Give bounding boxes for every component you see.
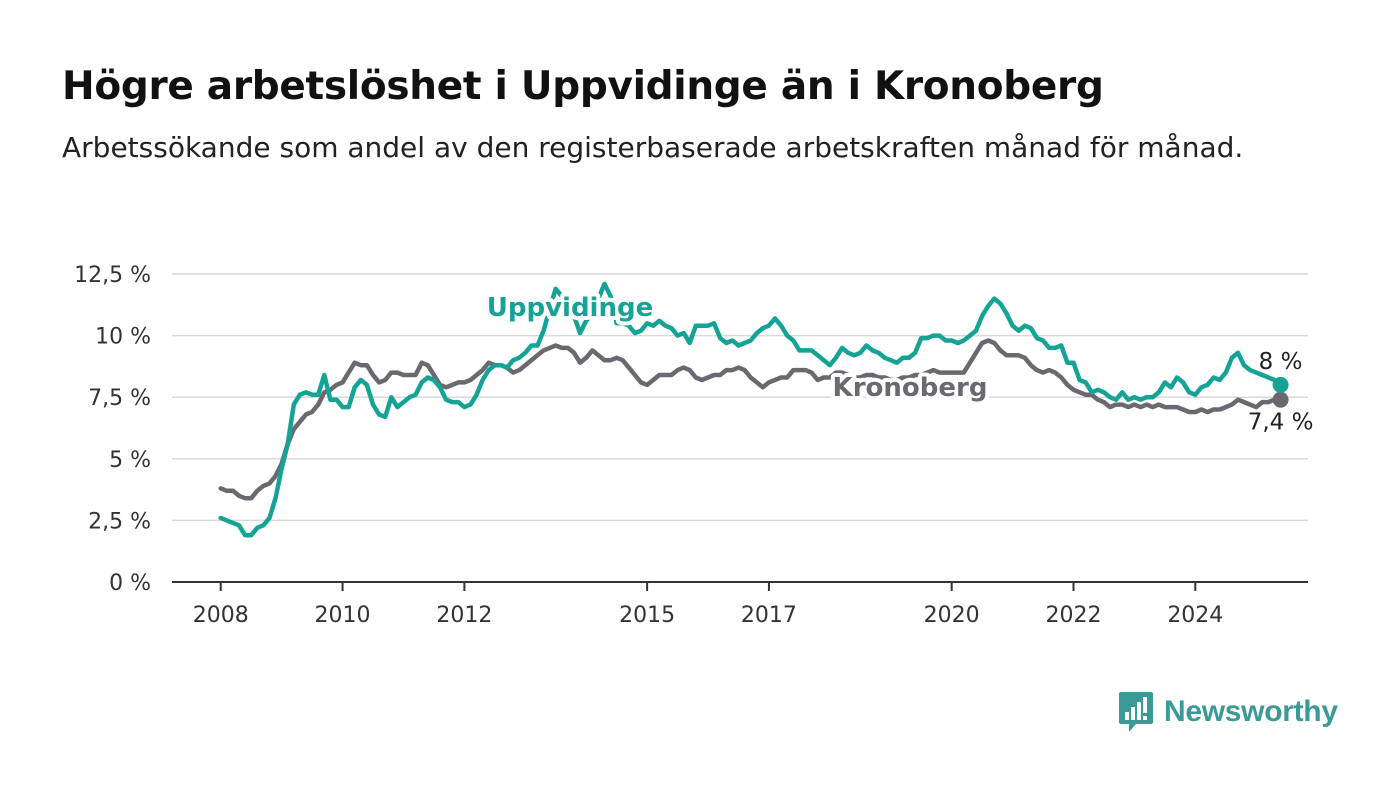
x-tick-label: 2010 <box>315 603 371 628</box>
y-tick-label: 2,5 % <box>88 509 151 534</box>
chart-subtitle: Arbetssökande som andel av den registerb… <box>62 131 1244 164</box>
brand-name: Newsworthy <box>1164 695 1338 728</box>
y-axis-ticks: 0 % 2,5 % 5 % 7,5 % 10 % 12,5 % <box>74 263 151 596</box>
series-label-uppvidinge: Uppvidinge <box>487 293 653 323</box>
x-axis: 2008 2010 2012 2015 2017 2020 2022 2024 <box>172 581 1308 628</box>
x-tick-label: 2017 <box>741 603 797 628</box>
end-value-uppvidinge: 8 % <box>1259 349 1303 375</box>
series-line-kronoberg <box>218 338 1283 501</box>
end-point-kronoberg <box>1272 391 1289 408</box>
y-tick-label: 10 % <box>95 325 151 350</box>
newsworthy-logo[interactable]: Newsworthy <box>1118 690 1338 734</box>
y-tick-label: 12,5 % <box>74 263 151 288</box>
end-point-uppvidinge <box>1272 376 1289 393</box>
x-tick-label: 2024 <box>1167 603 1223 628</box>
y-tick-label: 7,5 % <box>88 386 151 411</box>
x-tick-label: 2008 <box>193 603 249 628</box>
x-tick-label: 2015 <box>619 603 675 628</box>
x-tick-label: 2020 <box>924 603 980 628</box>
series-line-uppvidinge <box>218 281 1283 538</box>
series-labels: Uppvidinge Kronoberg 8 % 7,4 % <box>483 289 1314 436</box>
bar-chart-speech-bubble-icon <box>1119 692 1153 732</box>
end-value-kronoberg: 7,4 % <box>1248 410 1314 436</box>
series-label-kronoberg: Kronoberg <box>833 373 988 403</box>
chart-title: Högre arbetslöshet i Uppvidinge än i Kro… <box>62 64 1104 109</box>
series-lines <box>218 281 1289 538</box>
y-tick-label: 5 % <box>109 448 151 473</box>
y-tick-label: 0 % <box>109 571 151 596</box>
x-tick-label: 2012 <box>436 603 492 628</box>
x-tick-label: 2022 <box>1045 603 1101 628</box>
